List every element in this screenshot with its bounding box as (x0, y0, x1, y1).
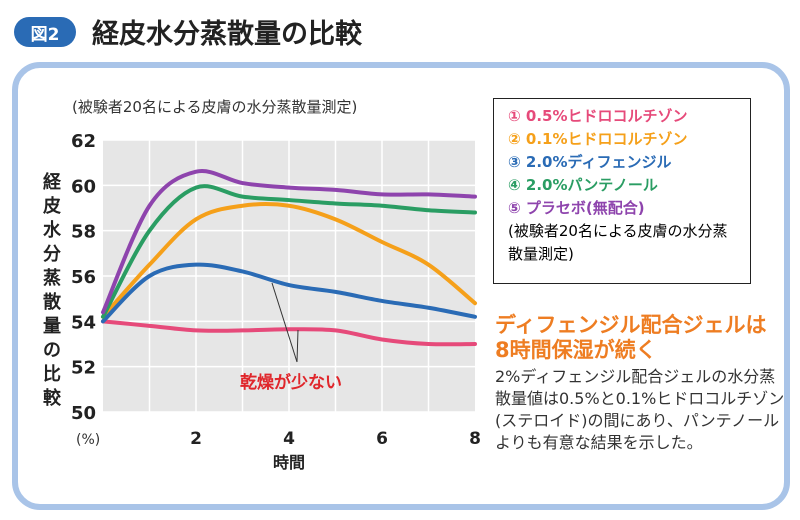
y-axis-label-char: 分 (43, 244, 61, 265)
y-axis-label-char: 較 (43, 387, 62, 409)
y-tick-label: 54 (71, 312, 96, 333)
y-tick-label: 52 (71, 358, 96, 379)
legend-item: ① 0.5%ヒドロコルチゾン (508, 107, 688, 125)
legend: ① 0.5%ヒドロコルチゾン ② 0.1%ヒドロコルチゾン ③ 2.0%ディフェンジ… (493, 98, 751, 284)
legend-item: ③ 2.0%ディフェンジル (508, 153, 672, 171)
x-tick-label: 6 (376, 429, 388, 449)
y-axis-label-char: 経 (43, 171, 62, 193)
annotation-line (271, 282, 298, 363)
y-axis-label-char: 皮 (43, 195, 61, 217)
headline: ディフェンジル配合ジェルは 8時間保湿が続く (495, 313, 767, 363)
headline-line: 8時間保湿が続く (495, 338, 657, 362)
y-tick-label: 58 (71, 222, 96, 243)
chart-title: (被験者20名による皮膚の水分蒸散量測定) (72, 98, 357, 116)
y-tick-label: 56 (71, 267, 96, 288)
series-line-2 (101, 202, 477, 319)
x-tick-label: 8 (469, 429, 481, 449)
y-axis-label-char: 比 (43, 364, 61, 385)
headline-line: ディフェンジル配合ジェルは (495, 313, 767, 337)
figure-frame (12, 62, 790, 510)
y-tick-label: 50 (71, 403, 96, 424)
legend-note: (被験者20名による皮膚の水分蒸散量測定) (508, 222, 728, 263)
legend-item: ④ 2.0%パンテノール (508, 176, 658, 194)
legend-item: ② 0.1%ヒドロコルチゾン (508, 130, 688, 148)
legend-item: ⑤ プラセボ(無配合) (508, 199, 645, 217)
series-line-1 (101, 319, 477, 347)
x-tick-label: 4 (283, 429, 295, 449)
description: 2%ディフェンジル配合ジェルの水分蒸散量値は0.5%と0.1%ヒドロコルチゾン(… (495, 367, 785, 452)
figure-badge: 図2 (14, 17, 76, 47)
y-axis-label-char: 散 (43, 291, 62, 313)
series-line-3 (101, 262, 477, 324)
y-tick-label: 62 (71, 131, 96, 152)
series-line-5 (101, 169, 477, 315)
y-unit: (%) (76, 432, 100, 448)
x-tick-label: 2 (190, 429, 202, 449)
page-title: 経皮水分蒸散量の比較 (92, 19, 362, 50)
annotation-label: 乾燥が少ない (240, 372, 342, 393)
y-axis-label-char: 水 (43, 219, 62, 241)
y-tick-label: 60 (71, 176, 96, 197)
y-axis-label-char: 蒸 (43, 268, 61, 289)
y-axis-label-char: 量 (43, 315, 61, 337)
y-axis-label-char: の (43, 340, 61, 361)
annotation-line (296, 329, 299, 363)
series-line-4 (101, 184, 477, 319)
x-axis-label: 時間 (273, 453, 305, 472)
